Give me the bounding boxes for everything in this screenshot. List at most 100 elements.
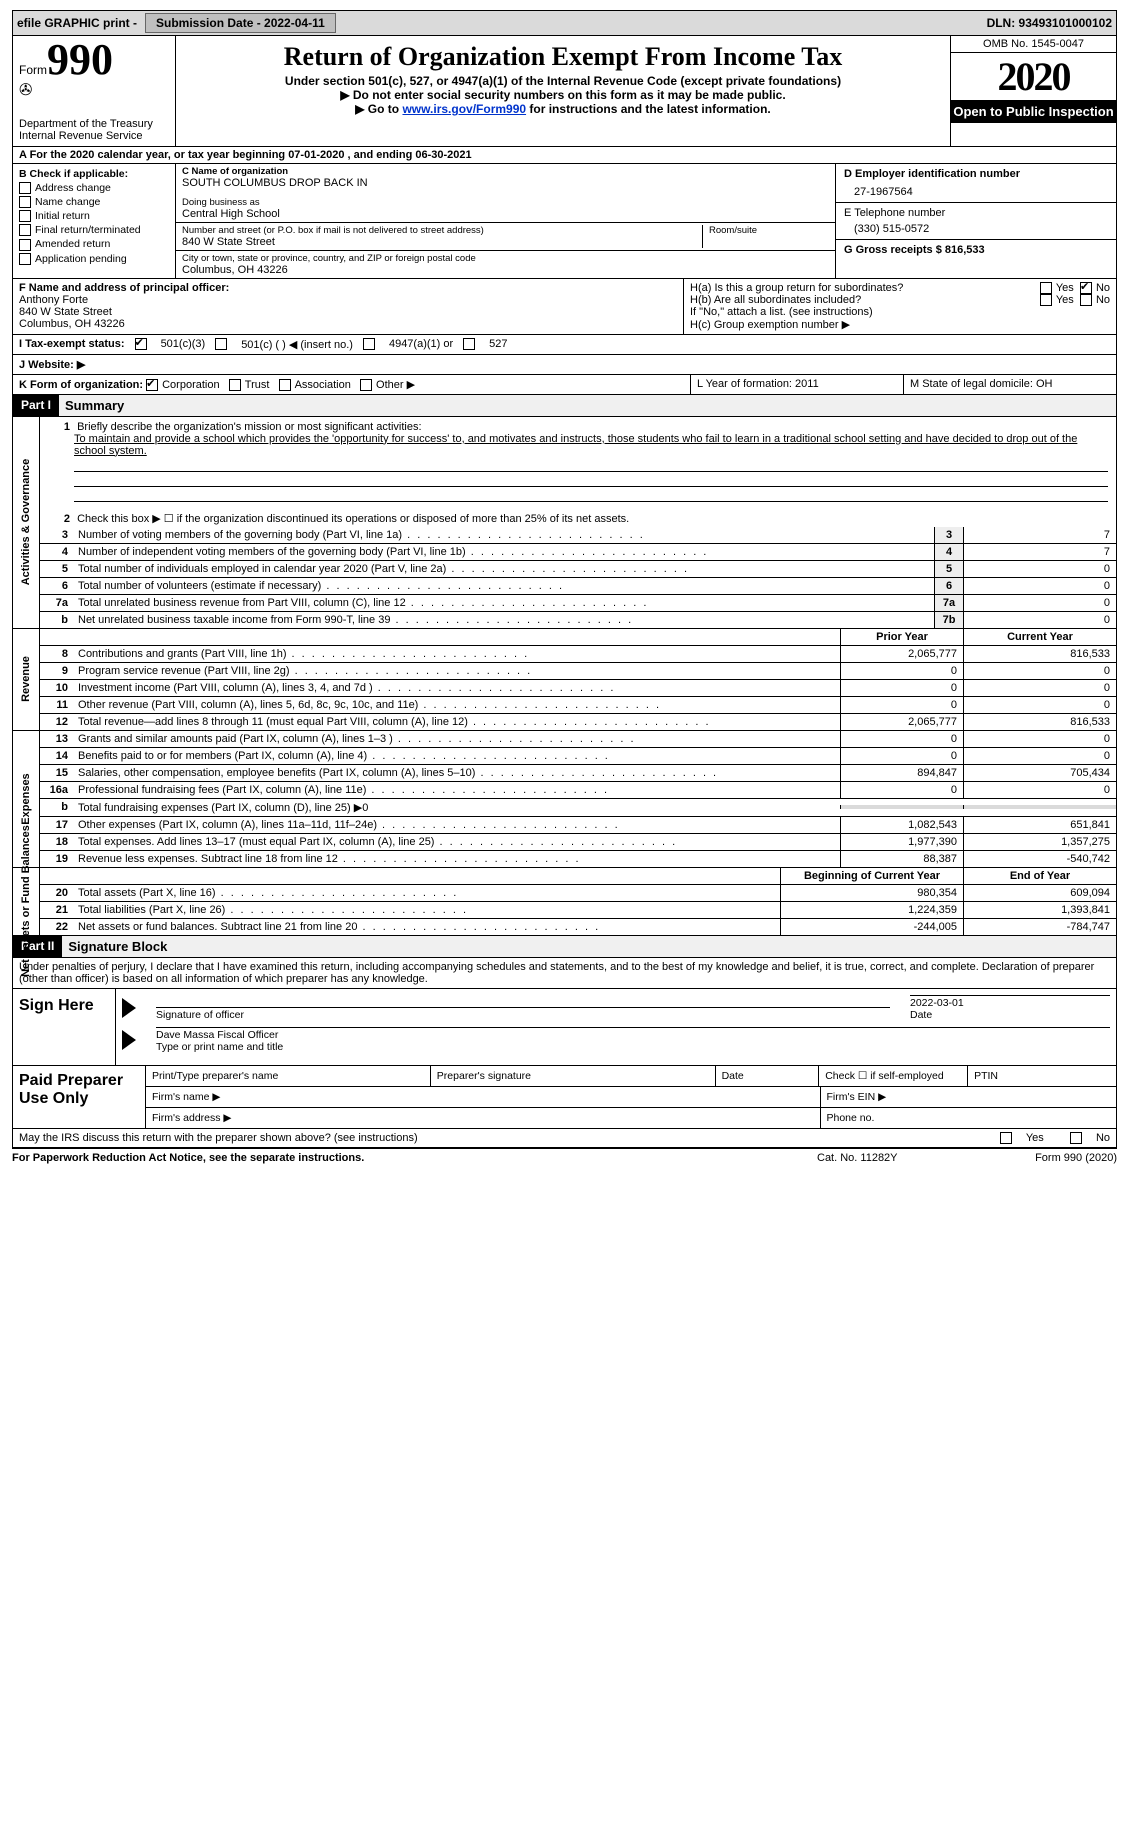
form990-link[interactable]: www.irs.gov/Form990	[402, 102, 526, 116]
part1-header: Part I	[13, 395, 59, 416]
year-formation: L Year of formation: 2011	[691, 375, 904, 394]
prep-date-label: Date	[716, 1066, 820, 1086]
hdr-end-year: End of Year	[963, 868, 1116, 884]
summary-row: 4Number of independent voting members of…	[40, 544, 1116, 561]
goto-post: for instructions and the latest informat…	[526, 102, 771, 116]
prep-sig-label: Preparer's signature	[431, 1066, 716, 1086]
summary-row: 5Total number of individuals employed in…	[40, 561, 1116, 578]
summary-row: bNet unrelated business taxable income f…	[40, 612, 1116, 628]
tax-year: 2020	[951, 53, 1116, 100]
org-name-label: C Name of organization	[182, 166, 829, 177]
goto-pre: ▶ Go to	[355, 102, 402, 116]
subtitle-1: Under section 501(c), 527, or 4947(a)(1)…	[182, 74, 944, 88]
sign-arrow-icon	[122, 998, 136, 1018]
discuss-question: May the IRS discuss this return with the…	[19, 1132, 990, 1144]
cb-hb-yes[interactable]	[1040, 294, 1052, 306]
hdr-prior-year: Prior Year	[840, 629, 963, 645]
sign-arrow-icon-2	[122, 1030, 136, 1050]
cb-address-change[interactable]	[19, 182, 31, 194]
hdr-current-year: Current Year	[963, 629, 1116, 645]
cat-no: Cat. No. 11282Y	[817, 1152, 957, 1164]
vlabel-governance: Activities & Governance	[20, 459, 32, 586]
hdr-begin-year: Beginning of Current Year	[780, 868, 963, 884]
summary-row: 12Total revenue—add lines 8 through 11 (…	[40, 714, 1116, 730]
form-number: 990	[47, 35, 113, 84]
dba-label: Doing business as	[182, 197, 829, 208]
paperwork-notice: For Paperwork Reduction Act Notice, see …	[12, 1152, 817, 1164]
cb-527[interactable]	[463, 338, 475, 350]
summary-row: 13Grants and similar amounts paid (Part …	[40, 731, 1116, 748]
cb-501c[interactable]	[215, 338, 227, 350]
website-row: J Website: ▶	[12, 355, 1117, 375]
cb-discuss-yes[interactable]	[1000, 1132, 1012, 1144]
paid-preparer-label: Paid Preparer Use Only	[13, 1066, 146, 1128]
ein-value: 27-1967564	[844, 180, 1108, 198]
firm-addr-label: Firm's address ▶	[146, 1108, 821, 1128]
cb-ha-no[interactable]	[1080, 282, 1092, 294]
cb-association[interactable]	[279, 379, 291, 391]
vlabel-revenue: Revenue	[20, 656, 32, 702]
org-name: SOUTH COLUMBUS DROP BACK IN	[182, 177, 829, 189]
col-b-title: B Check if applicable:	[19, 168, 169, 180]
city-value: Columbus, OH 43226	[182, 264, 829, 276]
summary-row: 19Revenue less expenses. Subtract line 1…	[40, 851, 1116, 867]
open-inspection: Open to Public Inspection	[951, 100, 1116, 123]
summary-row: 3Number of voting members of the governi…	[40, 527, 1116, 544]
cb-amended-return[interactable]	[19, 239, 31, 251]
cb-name-change[interactable]	[19, 196, 31, 208]
prep-selfemp-label: Check ☐ if self-employed	[819, 1066, 968, 1086]
cb-other[interactable]	[360, 379, 372, 391]
cb-final-return[interactable]	[19, 224, 31, 236]
row-a-period: A For the 2020 calendar year, or tax yea…	[12, 147, 1117, 164]
prep-name-label: Print/Type preparer's name	[146, 1066, 431, 1086]
firm-ein-label: Firm's EIN ▶	[821, 1087, 1117, 1107]
part1-title: Summary	[59, 395, 130, 416]
firm-name-label: Firm's name ▶	[146, 1087, 821, 1107]
room-label: Room/suite	[709, 225, 829, 236]
vlabel-netassets: Net Assets or Fund Balances	[20, 825, 32, 977]
form-footer: Form 990 (2020)	[957, 1152, 1117, 1164]
mission-text: To maintain and provide a school which p…	[74, 433, 1077, 457]
submission-date-btn[interactable]: Submission Date - 2022-04-11	[145, 13, 336, 33]
part2-title: Signature Block	[62, 936, 173, 957]
cb-initial-return[interactable]	[19, 210, 31, 222]
summary-row: 8Contributions and grants (Part VIII, li…	[40, 646, 1116, 663]
efile-label: efile GRAPHIC print -	[17, 16, 137, 30]
officer-name: Dave Massa Fiscal Officer	[156, 1029, 278, 1041]
cb-corporation[interactable]	[146, 379, 158, 391]
group-return-box: H(a) Is this a group return for subordin…	[684, 279, 1116, 334]
summary-row: bTotal fundraising expenses (Part IX, co…	[40, 799, 1116, 817]
col-b-checkboxes: B Check if applicable: Address change Na…	[13, 164, 176, 278]
phone-value: (330) 515-0572	[844, 219, 1108, 235]
firm-phone-label: Phone no.	[821, 1108, 1117, 1128]
gross-receipts: G Gross receipts $ 816,533	[844, 244, 1108, 256]
cb-501c3[interactable]	[135, 338, 147, 350]
city-label: City or town, state or province, country…	[182, 253, 829, 264]
summary-row: 14Benefits paid to or for members (Part …	[40, 748, 1116, 765]
summary-row: 10Investment income (Part VIII, column (…	[40, 680, 1116, 697]
summary-row: 6Total number of volunteers (estimate if…	[40, 578, 1116, 595]
irs-label: Internal Revenue Service	[19, 130, 169, 142]
dba-value: Central High School	[182, 208, 829, 220]
cb-4947[interactable]	[363, 338, 375, 350]
addr-label: Number and street (or P.O. box if mail i…	[182, 225, 702, 236]
summary-row: 22Net assets or fund balances. Subtract …	[40, 919, 1116, 935]
summary-row: 9Program service revenue (Part VIII, lin…	[40, 663, 1116, 680]
perjury-declaration: Under penalties of perjury, I declare th…	[12, 958, 1117, 989]
summary-row: 20Total assets (Part X, line 16)980,3546…	[40, 885, 1116, 902]
ein-label: D Employer identification number	[844, 168, 1108, 180]
dept-treasury: Department of the Treasury	[19, 118, 169, 130]
form-title: Return of Organization Exempt From Incom…	[182, 42, 944, 72]
cb-trust[interactable]	[229, 379, 241, 391]
cb-app-pending[interactable]	[19, 253, 31, 265]
form-label: Form	[19, 63, 47, 77]
tax-exempt-row: I Tax-exempt status: 501(c)(3) 501(c) ( …	[12, 335, 1117, 355]
cb-hb-no[interactable]	[1080, 294, 1092, 306]
summary-row: 11Other revenue (Part VIII, column (A), …	[40, 697, 1116, 714]
summary-row: 21Total liabilities (Part X, line 26)1,2…	[40, 902, 1116, 919]
cb-discuss-no[interactable]	[1070, 1132, 1082, 1144]
ptin-label: PTIN	[968, 1066, 1116, 1086]
top-bar: efile GRAPHIC print - Submission Date - …	[12, 10, 1117, 36]
phone-label: E Telephone number	[844, 207, 1108, 219]
cb-ha-yes[interactable]	[1040, 282, 1052, 294]
